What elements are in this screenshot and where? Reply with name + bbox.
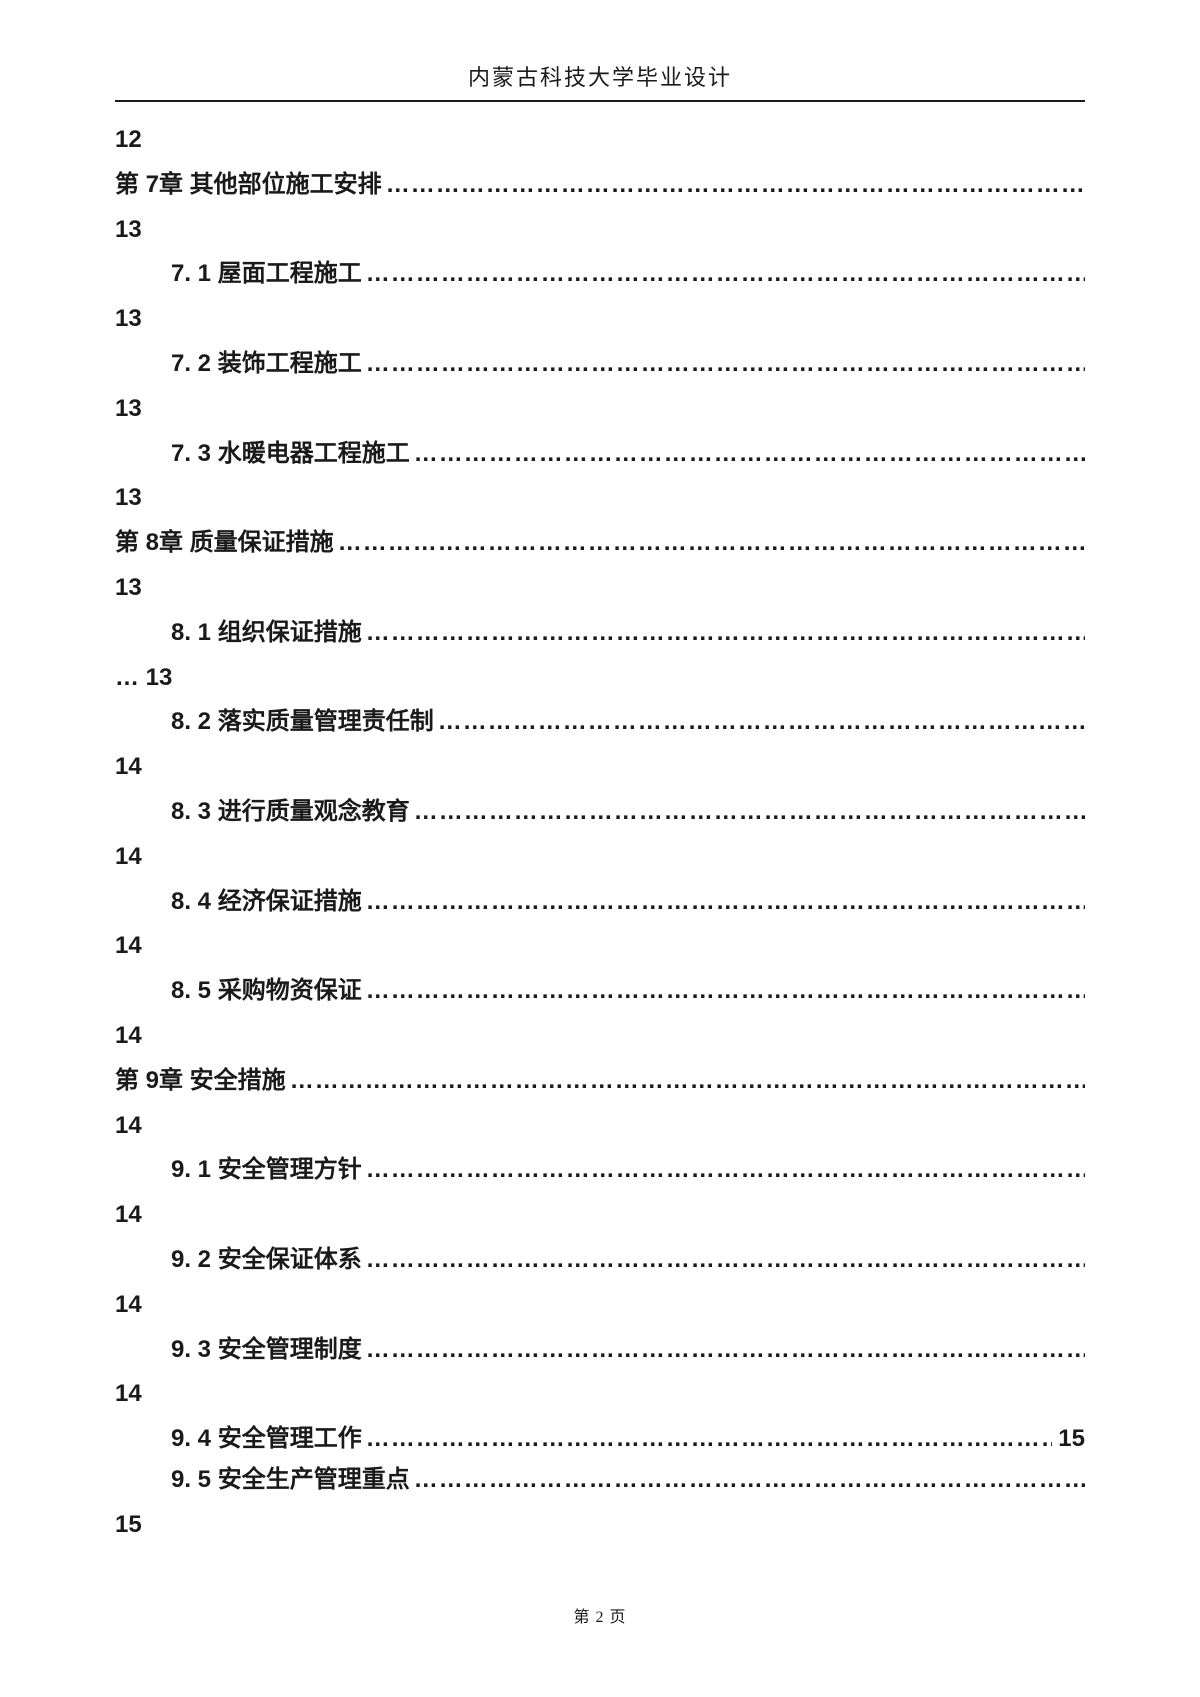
toc-dots: …………………………………………………………………………………………………………… <box>362 1240 1085 1281</box>
toc-label: 8. 2 落实质量管理责任制 <box>171 702 434 743</box>
toc-dots: …………………………………………………………………………………………………………… <box>362 613 1085 654</box>
page-footer: 第 2 页 <box>0 1603 1200 1627</box>
toc-dots: …………………………………………………………………………………………………………… <box>362 971 1085 1012</box>
page-header: 内蒙古科技大学毕业设计 <box>115 60 1085 102</box>
toc-label: 7. 2 装饰工程施工 <box>171 344 362 385</box>
toc-page-number: 13 <box>115 478 1085 519</box>
document-page: 内蒙古科技大学毕业设计 12 第 7章 其他部位施工安排 ……………………………… <box>0 0 1200 1590</box>
pg-value: 13 <box>146 664 173 691</box>
toc-section-entry: 9. 1 安全管理方针 …………………………………………………………………………… <box>115 1150 1085 1191</box>
toc-dots: …………………………………………………………………………………………………………… <box>362 1150 1085 1191</box>
toc-page-number: 14 <box>115 1195 1085 1236</box>
toc-page-number: 15 <box>115 1505 1085 1546</box>
table-of-contents: 12 第 7章 其他部位施工安排 ……………………………………………………………… <box>115 120 1085 1546</box>
toc-page-number: 13 <box>115 568 1085 609</box>
toc-label: 9. 2 安全保证体系 <box>171 1240 362 1281</box>
toc-label: 9. 3 安全管理制度 <box>171 1330 362 1371</box>
toc-page-number: 14 <box>115 1285 1085 1326</box>
toc-page-number: 13 <box>115 389 1085 430</box>
toc-section-entry: 8. 3 进行质量观念教育 ……………………………………………………………………… <box>115 792 1085 833</box>
toc-label: 9. 5 安全生产管理重点 <box>171 1460 410 1501</box>
toc-label: 9. 4 安全管理工作 <box>171 1419 362 1460</box>
toc-page-number: 14 <box>115 1016 1085 1057</box>
toc-dots: …………………………………………………………………………………………………………… <box>410 434 1085 475</box>
toc-label: 8. 5 采购物资保证 <box>171 971 362 1012</box>
toc-chapter-entry: 第 7章 其他部位施工安排 ……………………………………………………………………… <box>115 165 1085 206</box>
toc-section-entry: 8. 5 采购物资保证 …………………………………………………………………………… <box>115 971 1085 1012</box>
toc-page-number: 14 <box>115 1106 1085 1147</box>
toc-section-entry: 7. 3 水暖电器工程施工 ……………………………………………………………………… <box>115 434 1085 475</box>
toc-page-number: 14 <box>115 837 1085 878</box>
toc-page-number: 13 <box>115 299 1085 340</box>
toc-dots: …………………………………………………………………………………………………………… <box>382 165 1085 206</box>
toc-dots: …………………………………………………………………………………………………………… <box>410 1460 1085 1501</box>
toc-section-entry: 8. 1 组织保证措施 …………………………………………………………………………… <box>115 613 1085 654</box>
toc-dots: …………………………………………………………………………………………………………… <box>334 523 1085 564</box>
toc-dots: …………………………………………………………………………………………………………… <box>434 702 1085 743</box>
toc-section-entry: 8. 4 经济保证措施 …………………………………………………………………………… <box>115 882 1085 923</box>
toc-dots: …………………………………………………………………………………………………………… <box>362 344 1085 385</box>
toc-chapter-entry: 第 9章 安全措施 ………………………………………………………………………………… <box>115 1061 1085 1102</box>
toc-page-number-inline: 15 <box>1052 1419 1085 1460</box>
toc-dots: …………………………………………………………………………………………………………… <box>362 1419 1053 1460</box>
toc-page-number: 14 <box>115 926 1085 967</box>
toc-label: 8. 3 进行质量观念教育 <box>171 792 410 833</box>
toc-dots: …………………………………………………………………………………………………………… <box>410 792 1085 833</box>
toc-label: 7. 3 水暖电器工程施工 <box>171 434 410 475</box>
toc-section-entry: 9. 5 安全生产管理重点 ……………………………………………………………………… <box>115 1460 1085 1501</box>
toc-chapter-entry: 第 8章 质量保证措施 …………………………………………………………………………… <box>115 523 1085 564</box>
toc-label: 8. 1 组织保证措施 <box>171 613 362 654</box>
toc-page-number: 13 <box>115 210 1085 251</box>
toc-dots: …………………………………………………………………………………………………………… <box>286 1061 1085 1102</box>
toc-label: 9. 1 安全管理方针 <box>171 1150 362 1191</box>
toc-section-entry: 8. 2 落实质量管理责任制 …………………………………………………………………… <box>115 702 1085 743</box>
toc-label: 8. 4 经济保证措施 <box>171 882 362 923</box>
toc-section-entry: 7. 2 装饰工程施工 …………………………………………………………………………… <box>115 344 1085 385</box>
toc-label: 第 9章 安全措施 <box>115 1061 286 1102</box>
toc-page-number: … 13 <box>115 658 1085 699</box>
toc-label: 7. 1 屋面工程施工 <box>171 254 362 295</box>
toc-section-entry: 9. 4 安全管理工作 …………………………………………………………………………… <box>115 1419 1085 1460</box>
orphan-page-number: 12 <box>115 120 1085 161</box>
toc-section-entry: 7. 1 屋面工程施工 …………………………………………………………………………… <box>115 254 1085 295</box>
toc-section-entry: 9. 3 安全管理制度 …………………………………………………………………………… <box>115 1330 1085 1371</box>
toc-dots: …………………………………………………………………………………………………………… <box>362 254 1085 295</box>
toc-dots: …………………………………………………………………………………………………………… <box>362 882 1085 923</box>
leading-dots: … <box>115 664 146 691</box>
toc-page-number: 14 <box>115 747 1085 788</box>
toc-section-entry: 9. 2 安全保证体系 …………………………………………………………………………… <box>115 1240 1085 1281</box>
toc-label: 第 7章 其他部位施工安排 <box>115 165 382 206</box>
toc-dots: …………………………………………………………………………………………………………… <box>362 1330 1085 1371</box>
toc-page-number: 14 <box>115 1374 1085 1415</box>
toc-label: 第 8章 质量保证措施 <box>115 523 334 564</box>
